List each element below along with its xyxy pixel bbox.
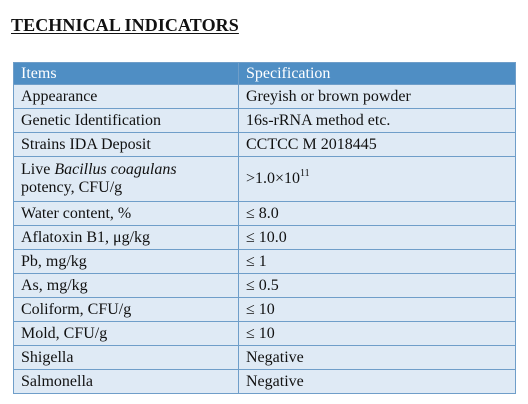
spec-cell: 16s-rRNA method etc. <box>238 108 516 133</box>
item-cell: Genetic Identification <box>13 108 239 133</box>
item-cell: Shigella <box>13 345 239 370</box>
spec-cell: CCTCC M 2018445 <box>238 132 516 157</box>
item-cell: Live Bacillus coagulans potency, CFU/g <box>13 156 239 202</box>
item-cell: Mold, CFU/g <box>13 321 239 346</box>
table-row: Live Bacillus coagulans potency, CFU/g >1… <box>13 156 516 202</box>
table-row: Shigella Negative <box>13 345 516 370</box>
table-row: Aflatoxin B1, μg/kg ≤ 10.0 <box>13 225 516 250</box>
table-row: Pb, mg/kg ≤ 1 <box>13 249 516 274</box>
spec-base: >1.0×10 <box>246 170 301 187</box>
table-row: Appearance Greyish or brown powder <box>13 84 516 109</box>
header-items: Items <box>13 62 239 85</box>
spec-cell: ≤ 1 <box>238 249 516 274</box>
table-row: Coliform, CFU/g ≤ 10 <box>13 297 516 322</box>
spec-cell: ≤ 10 <box>238 297 516 322</box>
table-row: Strains IDA Deposit CCTCC M 2018445 <box>13 132 516 157</box>
item-cell: Strains IDA Deposit <box>13 132 239 157</box>
technical-indicators-table: Items Specification Appearance Greyish o… <box>13 62 516 394</box>
spec-cell: ≤ 8.0 <box>238 201 516 226</box>
table-row: Genetic Identification 16s-rRNA method e… <box>13 108 516 133</box>
table-row: Water content, % ≤ 8.0 <box>13 201 516 226</box>
page-title: TECHNICAL INDICATORS <box>11 15 239 35</box>
item-prefix: Live <box>21 161 55 178</box>
item-cell: Appearance <box>13 84 239 109</box>
spec-cell: Negative <box>238 369 516 394</box>
table-row: As, mg/kg ≤ 0.5 <box>13 273 516 298</box>
spec-cell: ≤ 10 <box>238 321 516 346</box>
item-cell: As, mg/kg <box>13 273 239 298</box>
header-specification: Specification <box>238 62 516 85</box>
item-cell: Aflatoxin B1, μg/kg <box>13 225 239 250</box>
spec-cell: ≤ 0.5 <box>238 273 516 298</box>
table-row: Mold, CFU/g ≤ 10 <box>13 321 516 346</box>
table-header-row: Items Specification <box>13 62 516 85</box>
spec-cell: Greyish or brown powder <box>238 84 516 109</box>
spec-exponent: 11 <box>300 167 310 179</box>
table-row: Salmonella Negative <box>13 369 516 394</box>
item-cell: Salmonella <box>13 369 239 394</box>
spec-cell: Negative <box>238 345 516 370</box>
spec-cell: >1.0×1011 <box>238 156 516 202</box>
item-species: Bacillus coagulans <box>54 161 177 178</box>
item-cell: Water content, % <box>13 201 239 226</box>
spec-cell: ≤ 10.0 <box>238 225 516 250</box>
item-cell: Pb, mg/kg <box>13 249 239 274</box>
item-suffix: potency, CFU/g <box>21 179 123 196</box>
item-cell: Coliform, CFU/g <box>13 297 239 322</box>
